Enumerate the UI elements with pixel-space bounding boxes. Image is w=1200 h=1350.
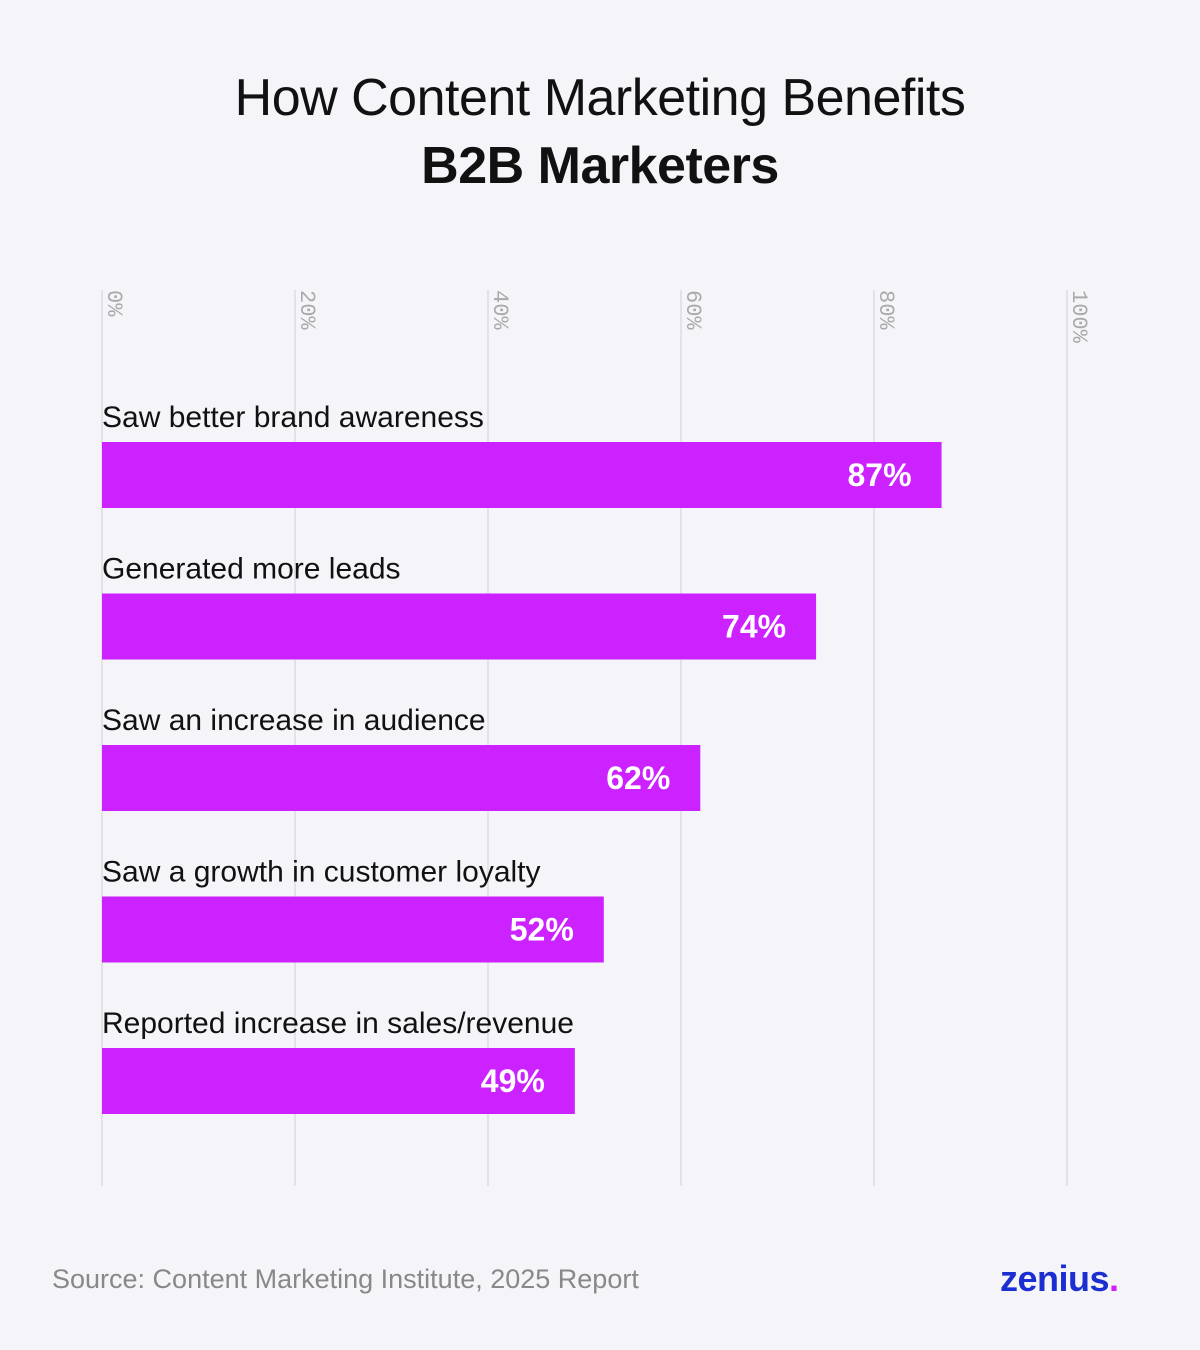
category-label: Saw an increase in audience	[102, 704, 486, 737]
x-tick-label: 100%	[1066, 290, 1091, 344]
x-tick-label: 0%	[101, 290, 126, 317]
value-label: 49%	[481, 1063, 545, 1099]
chart-title-line2: B2B Marketers	[421, 137, 779, 195]
bar	[102, 442, 942, 508]
value-label: 52%	[510, 912, 574, 948]
value-label: 62%	[606, 760, 670, 796]
logo-dot: .	[1109, 1258, 1119, 1299]
value-label: 87%	[848, 457, 912, 493]
source-note: Source: Content Marketing Institute, 202…	[52, 1264, 639, 1294]
x-tick-label: 40%	[487, 290, 512, 330]
x-tick-label: 20%	[294, 290, 319, 330]
bar	[102, 896, 604, 963]
value-label: 74%	[722, 609, 786, 645]
category-label: Reported increase in sales/revenue	[102, 1007, 574, 1040]
bar	[102, 745, 701, 811]
logo-text: zenius	[1000, 1258, 1110, 1299]
brand-logo: zenius.	[1000, 1258, 1119, 1300]
bar	[102, 593, 817, 660]
category-label: Saw better brand awareness	[102, 401, 484, 434]
x-tick-label: 60%	[680, 290, 705, 330]
bar	[102, 1048, 575, 1114]
category-label: Saw a growth in customer loyalty	[102, 856, 541, 889]
chart-title-line1: How Content Marketing Benefits	[234, 69, 966, 127]
x-tick-label: 80%	[873, 290, 898, 330]
category-label: Generated more leads	[102, 553, 401, 586]
